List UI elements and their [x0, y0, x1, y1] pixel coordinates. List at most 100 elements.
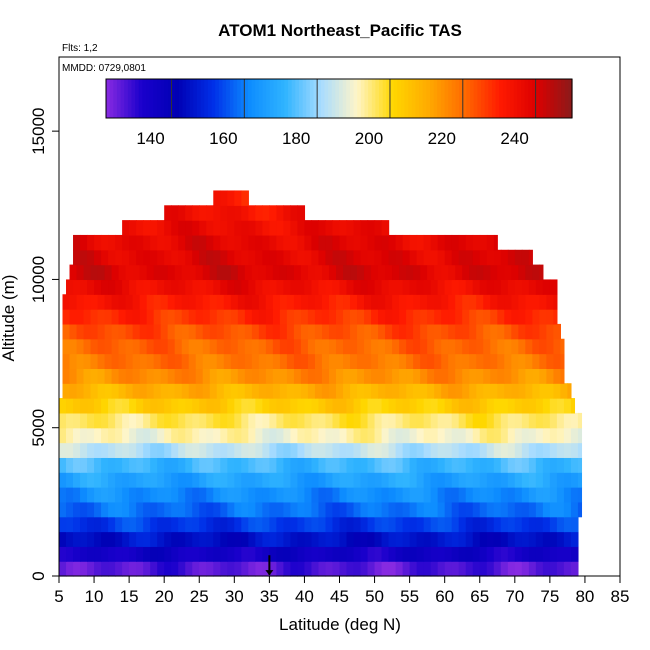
heatmap-cell — [465, 457, 474, 473]
heatmap-cell — [318, 220, 327, 236]
heatmap-cell — [59, 442, 67, 458]
heatmap-cell — [167, 309, 176, 325]
heatmap-cell — [206, 412, 214, 429]
heatmap-cell — [350, 383, 358, 399]
heatmap-cell — [518, 338, 526, 355]
heatmap-cell — [420, 323, 428, 340]
heatmap-cell — [230, 353, 239, 369]
heatmap-cell — [276, 531, 284, 547]
heatmap-cell — [69, 338, 78, 355]
heatmap-cell — [111, 383, 120, 399]
heatmap-cell — [325, 546, 334, 562]
heatmap-cell — [80, 442, 88, 458]
heatmap-cell — [493, 561, 502, 577]
heatmap-cell — [507, 472, 516, 488]
heatmap-cell — [255, 398, 263, 414]
heatmap-cell — [420, 338, 428, 355]
heatmap-cell — [423, 487, 432, 503]
heatmap-cell — [311, 279, 320, 295]
heatmap-cell — [318, 457, 327, 473]
heatmap-cell — [283, 546, 292, 562]
heatmap-cell — [227, 442, 235, 458]
heatmap-cell — [115, 487, 123, 503]
heatmap-cell — [500, 398, 509, 414]
heatmap-cell — [374, 546, 383, 562]
heatmap-cell — [325, 457, 334, 473]
heatmap-cell — [143, 234, 151, 251]
heatmap-cell — [202, 338, 211, 355]
heatmap-cell — [518, 309, 526, 325]
heatmap-cell — [409, 546, 418, 562]
heatmap-cell — [304, 398, 313, 414]
heatmap-cell — [416, 412, 425, 429]
heatmap-cell — [357, 368, 365, 384]
colorbar-swatch — [517, 79, 522, 118]
heatmap-cell — [73, 234, 81, 251]
heatmap-cell — [335, 338, 344, 355]
heatmap-cell — [346, 546, 355, 562]
heatmap-cell — [321, 323, 330, 340]
heatmap-cell — [132, 294, 141, 310]
heatmap-cell — [234, 234, 242, 251]
heatmap-cell — [76, 368, 85, 384]
heatmap-cell — [381, 546, 390, 562]
heatmap-cell — [339, 220, 348, 236]
heatmap-cell — [132, 383, 141, 399]
heatmap-cell — [87, 487, 95, 503]
heatmap-cell — [318, 487, 327, 503]
heatmap-cell — [167, 338, 176, 355]
heatmap-cell — [532, 383, 540, 399]
heatmap-cell — [318, 516, 327, 533]
heatmap-cell — [430, 234, 439, 251]
heatmap-cell — [251, 294, 260, 310]
heatmap-cell — [511, 353, 519, 369]
heatmap-cell — [59, 487, 67, 503]
heatmap-cell — [220, 561, 228, 577]
heatmap-cell — [546, 309, 554, 325]
heatmap-cell — [339, 427, 348, 444]
heatmap-cell — [255, 427, 263, 444]
heatmap-cell — [335, 294, 344, 310]
heatmap-cell — [441, 368, 449, 384]
heatmap-cell — [209, 338, 218, 355]
heatmap-cell — [423, 561, 432, 577]
heatmap-cell — [350, 323, 358, 340]
heatmap-cell — [150, 234, 158, 251]
heatmap-cell — [220, 220, 228, 236]
heatmap-cell — [434, 383, 442, 399]
heatmap-cell — [108, 457, 116, 473]
heatmap-cell — [90, 309, 99, 325]
colorbar-swatch — [269, 79, 275, 118]
heatmap-cell — [416, 398, 425, 414]
heatmap-cell — [248, 234, 256, 251]
heatmap-cell — [465, 487, 474, 503]
heatmap-cell — [136, 398, 144, 414]
heatmap-cell — [136, 234, 144, 251]
heatmap-cell — [178, 234, 186, 251]
heatmap-cell — [234, 516, 242, 533]
heatmap-cell — [409, 457, 418, 473]
colorbar-swatch — [462, 79, 468, 118]
heatmap-cell — [388, 516, 397, 533]
heatmap-cell — [199, 516, 207, 533]
heatmap-cell — [500, 561, 509, 577]
heatmap-cell — [276, 516, 284, 533]
heatmap-cell — [87, 249, 95, 266]
heatmap-cell — [90, 294, 99, 310]
heatmap-cell — [486, 427, 495, 444]
heatmap-cell — [413, 368, 421, 384]
heatmap-cell — [216, 309, 225, 325]
heatmap-cell — [94, 561, 102, 577]
heatmap-cell — [73, 501, 81, 518]
heatmap-cell — [195, 309, 204, 325]
heatmap-cell — [451, 457, 460, 473]
colorbar-swatch — [138, 79, 144, 118]
heatmap-cell — [62, 353, 71, 369]
y-tick-label: 0 — [29, 571, 48, 580]
y-tick-label: 15000 — [29, 108, 48, 155]
heatmap-cell — [556, 531, 565, 547]
heatmap-cell — [129, 442, 137, 458]
heatmap-cell — [360, 531, 369, 547]
heatmap-cell — [346, 516, 355, 533]
